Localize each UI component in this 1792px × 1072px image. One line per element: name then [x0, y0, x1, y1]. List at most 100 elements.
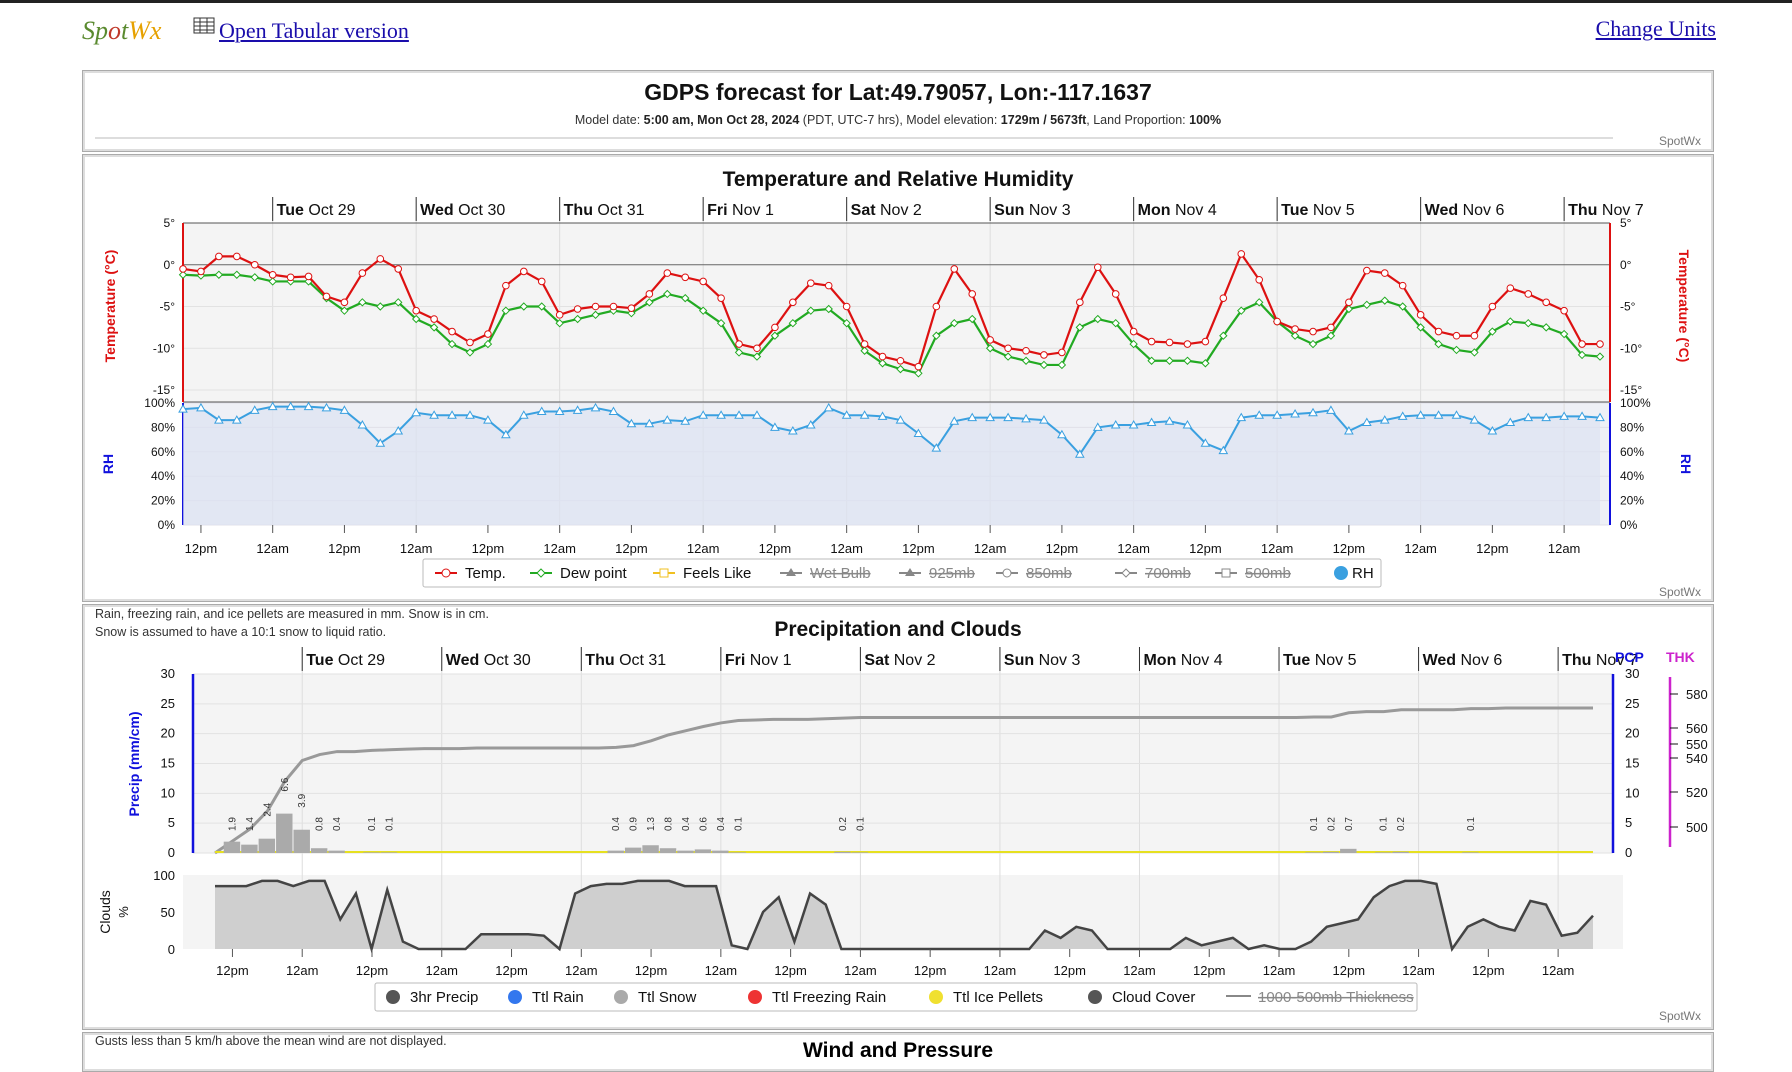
tab-yellow[interactable]: [630, 0, 804, 11]
rh-point: [1110, 419, 1121, 429]
precip-legend-item: Cloud Cover: [1088, 989, 1195, 1006]
day-label: Thu Oct 31: [564, 202, 645, 219]
legend-label: Cloud Cover: [1112, 989, 1195, 1006]
temp-point: [1560, 306, 1568, 315]
precip-bar-label: 0.6: [698, 817, 709, 831]
dewpoint-point: [358, 298, 367, 307]
rh-point: [644, 418, 655, 428]
dewpoint-point: [1326, 331, 1336, 340]
legend-marker: [905, 568, 915, 576]
rh-point: [1200, 438, 1211, 447]
dewpoint-point: [1506, 317, 1515, 326]
dewpoint-point: [1524, 318, 1533, 328]
spotwx-logo[interactable]: SpotWx: [82, 16, 162, 45]
dewpoint-point: [1111, 318, 1120, 328]
legend-label: Wet Bulb: [810, 565, 871, 582]
temp-point: [1111, 290, 1120, 298]
legend-label: Feels Like: [683, 565, 751, 582]
dewpoint-point: [447, 339, 457, 349]
temp-point: [1416, 311, 1425, 319]
legend-label: Temp.: [465, 565, 506, 582]
precip-bar-label: 0.4: [332, 817, 343, 831]
rh-point: [411, 407, 422, 417]
temp-point: [1183, 340, 1192, 348]
precip-legend-item: Ttl Freezing Rain: [748, 989, 886, 1006]
day-label: Sun Nov 3: [1004, 652, 1081, 669]
dewpoint-point: [1488, 327, 1497, 336]
precip-bar: [1462, 852, 1479, 853]
rh-point: [447, 410, 457, 419]
tab-red[interactable]: [812, 0, 988, 11]
table-icon[interactable]: [193, 17, 215, 35]
dewpoint-point: [1237, 306, 1246, 315]
temp-axis-label-left: Temperature (°C): [102, 250, 118, 363]
change-units-link[interactable]: Change Units: [1595, 16, 1716, 41]
rh-point: [1397, 411, 1408, 420]
rh-tick-left: 60%: [151, 445, 175, 459]
time-tick-label: 12pm: [615, 541, 648, 556]
clouds-tick: 50: [161, 905, 175, 920]
rh-point: [1182, 419, 1193, 429]
temp-credit: SpotWx: [1658, 585, 1701, 599]
day-label: Fri Nov 1: [707, 202, 774, 219]
temp-point: [1273, 317, 1281, 326]
rh-tick-right: 80%: [1620, 420, 1644, 434]
precip-note-2: Snow is assumed to have a 10:1 snow to l…: [95, 625, 387, 639]
legend-marker: [536, 568, 546, 578]
rh-point: [1290, 408, 1300, 418]
precip-legend: 3hr Precip Ttl Rain Ttl Snow Ttl Freezing R…: [374, 982, 1418, 1012]
rh-point: [752, 410, 762, 419]
time-tick-label: 12am: [1404, 541, 1437, 556]
precip-axis-label: Precip (mm/cm): [126, 711, 142, 816]
time-tick-label: 12am: [687, 541, 720, 556]
time-tick-label: 12am: [1261, 541, 1294, 556]
rh-point: [536, 406, 547, 416]
dewpoint-point: [376, 302, 385, 311]
dewpoint-point: [1470, 348, 1479, 357]
rh-point: [1451, 410, 1462, 419]
rh-point: [823, 402, 834, 412]
thk-tick-label: 580: [1686, 687, 1708, 702]
temp-point: [304, 272, 313, 281]
pcp-axis-label: PCP: [1615, 649, 1644, 665]
temp-point: [1345, 298, 1353, 307]
temp-point: [681, 273, 690, 282]
time-tick-label: 12pm: [914, 963, 947, 978]
temp-point: [932, 302, 941, 311]
tab-orange[interactable]: [994, 0, 1170, 11]
rh-point: [1487, 426, 1498, 435]
dewpoint-point: [716, 318, 726, 328]
precip-legend-item: 1000-500mb Thickness: [1226, 989, 1414, 1006]
dewpoint-point: [1434, 339, 1443, 349]
temp-point: [1578, 340, 1586, 348]
dewpoint-point: [1290, 331, 1300, 340]
rh-point: [196, 402, 206, 412]
temp-tick-left: 5°: [164, 216, 176, 230]
temp-point: [215, 252, 223, 261]
legend-label: 850mb: [1026, 565, 1072, 582]
rh-tick-left: 80%: [151, 420, 175, 434]
day-label: Wed Nov 6: [1425, 202, 1505, 219]
temp-point: [197, 267, 205, 276]
dewpoint-point: [878, 359, 887, 368]
rh-tick-right: 0%: [1620, 518, 1638, 532]
open-tabular-link[interactable]: Open Tabular version: [219, 18, 409, 43]
rh-point: [1415, 410, 1426, 419]
day-label: Tue Oct 29: [277, 202, 356, 219]
temp-point: [645, 290, 654, 298]
rh-point: [303, 401, 314, 411]
time-tick-label: 12am: [543, 541, 576, 556]
rh-point: [1039, 415, 1049, 424]
rh-tick-right: 100%: [1620, 396, 1651, 410]
rh-point: [214, 415, 224, 424]
dewpoint-point: [394, 298, 403, 307]
time-tick-label: 12pm: [328, 541, 361, 556]
dewpoint-point: [1344, 304, 1354, 314]
rh-point: [913, 428, 924, 437]
precip-bar: [258, 838, 276, 853]
precip-legend-item: Ttl Ice Pellets: [929, 989, 1043, 1006]
temp-point: [627, 304, 636, 312]
rh-point: [518, 410, 529, 419]
precip-bar: [677, 850, 694, 853]
rh-point: [1092, 422, 1103, 431]
